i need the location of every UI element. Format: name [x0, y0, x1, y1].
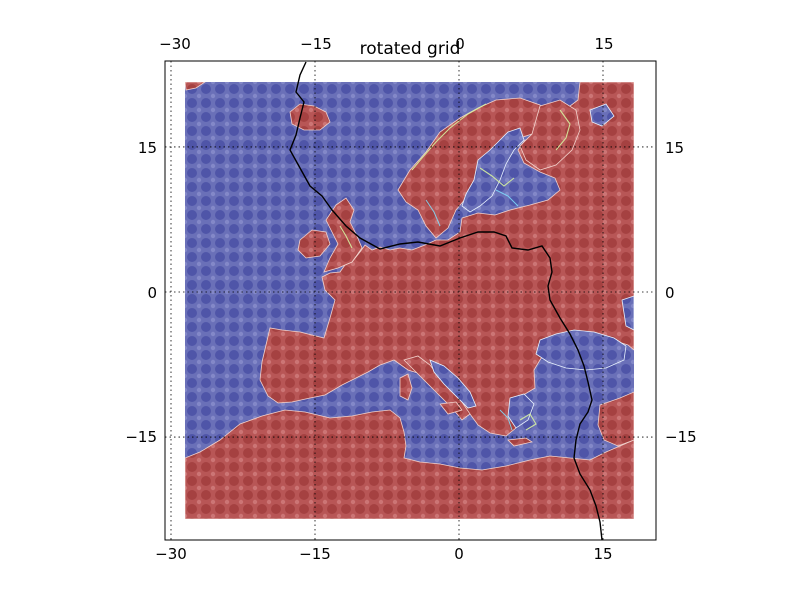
tick-labels-right: 15 0 −15	[665, 139, 697, 446]
adriatic-sea	[429, 359, 477, 409]
sardinia	[399, 373, 413, 401]
field-highlights	[339, 103, 571, 431]
great-britain	[323, 197, 363, 273]
x-tick-top-3: 0	[455, 35, 465, 53]
caspian-edge	[621, 295, 634, 331]
inland-seas	[429, 103, 634, 429]
north-africa	[185, 409, 634, 519]
y-tick-left-2: 0	[147, 284, 157, 302]
sicily	[439, 401, 463, 415]
data-field	[185, 82, 634, 519]
aegean-sea	[507, 393, 535, 429]
ireland	[297, 229, 331, 259]
x-tick-top-2: −15	[300, 35, 332, 53]
x-tick-top-1: −30	[159, 35, 191, 53]
tick-labels-top: −30 −15 0 15	[159, 35, 613, 53]
rotated-boundary-line	[289, 61, 603, 541]
y-tick-left-1: 15	[138, 139, 157, 157]
axes-frame	[164, 60, 657, 541]
crete	[507, 437, 534, 447]
tick-labels-left: 15 0 −15	[125, 139, 157, 446]
graticule	[165, 61, 656, 540]
map-title: rotated grid	[360, 39, 461, 59]
y-tick-left-3: −15	[125, 428, 157, 446]
x-tick-bottom-3: 0	[454, 545, 464, 563]
black-sea	[535, 329, 627, 371]
field-highlights-blue	[425, 189, 519, 431]
iceland	[289, 103, 331, 131]
y-tick-right-1: 15	[665, 139, 684, 157]
x-tick-bottom-1: −30	[155, 545, 187, 563]
y-tick-right-2: 0	[665, 284, 675, 302]
greenland-corner	[185, 82, 206, 91]
x-tick-top-4: 15	[594, 35, 613, 53]
white-sea	[589, 103, 615, 127]
tick-labels-bottom: −30 −15 0 15	[155, 545, 612, 563]
middle-east	[597, 391, 634, 447]
x-tick-bottom-2: −15	[299, 545, 331, 563]
y-tick-right-3: −15	[665, 428, 697, 446]
baltic-sea	[461, 127, 525, 213]
x-tick-bottom-4: 15	[593, 545, 612, 563]
